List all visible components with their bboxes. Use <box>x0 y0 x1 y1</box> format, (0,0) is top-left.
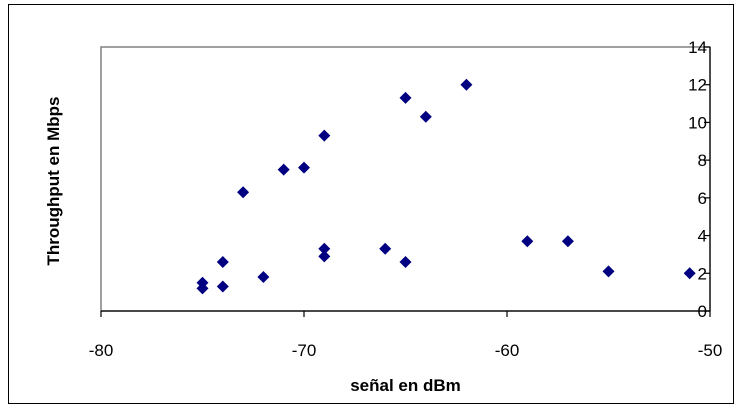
y-tick-label: 2 <box>698 264 707 283</box>
y-tick-label: 8 <box>698 151 707 170</box>
x-tick-label: -80 <box>89 341 114 360</box>
chart-frame: -80 -70 -60 -50 0 2 4 6 8 10 12 14 señal en dBm Thr… <box>8 4 734 404</box>
y-tick-label: 12 <box>688 76 707 95</box>
y-tick-label: 0 <box>698 302 707 321</box>
data-point <box>196 282 209 295</box>
data-point <box>216 280 229 293</box>
data-point <box>419 110 432 123</box>
x-tick-label: -60 <box>495 341 520 360</box>
data-point <box>318 242 331 255</box>
y-axis-title: Throughput en Mbps <box>44 96 63 265</box>
y-tick-label: 6 <box>698 189 707 208</box>
data-point <box>318 250 331 263</box>
plot-area <box>100 46 711 312</box>
data-point <box>521 235 534 248</box>
x-tick-label: -50 <box>698 341 723 360</box>
data-point <box>683 267 696 280</box>
data-point <box>399 255 412 268</box>
data-point <box>257 271 270 284</box>
data-point <box>602 265 615 278</box>
axes <box>100 46 711 317</box>
data-point <box>460 78 473 91</box>
data-point <box>298 161 310 174</box>
y-tick-label: 14 <box>688 38 707 57</box>
x-axis-title: señal en dBm <box>350 376 461 395</box>
data-points <box>196 78 696 295</box>
data-point <box>379 242 392 255</box>
data-point <box>318 129 331 142</box>
data-point <box>399 91 412 104</box>
x-tick-label: -70 <box>292 341 317 360</box>
y-tick-label: 10 <box>688 113 707 132</box>
data-point <box>277 163 290 176</box>
y-tick-label: 4 <box>698 227 707 246</box>
data-point <box>561 235 574 248</box>
tick-labels: -80 -70 -60 -50 0 2 4 6 8 10 12 14 <box>89 38 723 360</box>
scatter-chart: -80 -70 -60 -50 0 2 4 6 8 10 12 14 señal en dBm Thr… <box>44 38 723 395</box>
data-point <box>216 255 229 268</box>
data-point <box>237 186 250 199</box>
